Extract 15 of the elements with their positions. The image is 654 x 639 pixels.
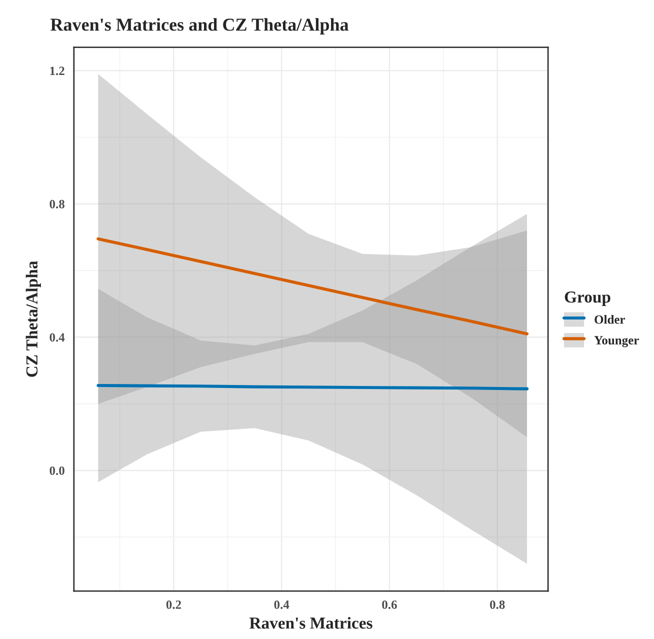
y-tick-label: 0.0	[50, 466, 64, 475]
line-series	[96, 237, 529, 336]
x-axis-title: Raven's Matrices	[249, 616, 372, 629]
x-tick-label: 0.6	[382, 600, 397, 609]
legend-label: Younger	[594, 336, 639, 348]
y-tick-label: 0.4	[50, 333, 65, 342]
x-tick-label: 0.2	[166, 600, 181, 609]
chart-title: Raven's Matrices and CZ Theta/Alpha	[50, 18, 349, 34]
y-tick-label: 0.8	[50, 200, 64, 208]
legend-title: Group	[564, 291, 610, 306]
x-tick-label: 0.4	[274, 600, 290, 609]
x-tick-label: 0.8	[490, 600, 505, 609]
y-tick-label: 1.2	[50, 66, 64, 76]
legend-label: Older	[594, 315, 626, 324]
y-axis-title: CZ Theta/Alpha	[26, 261, 41, 377]
